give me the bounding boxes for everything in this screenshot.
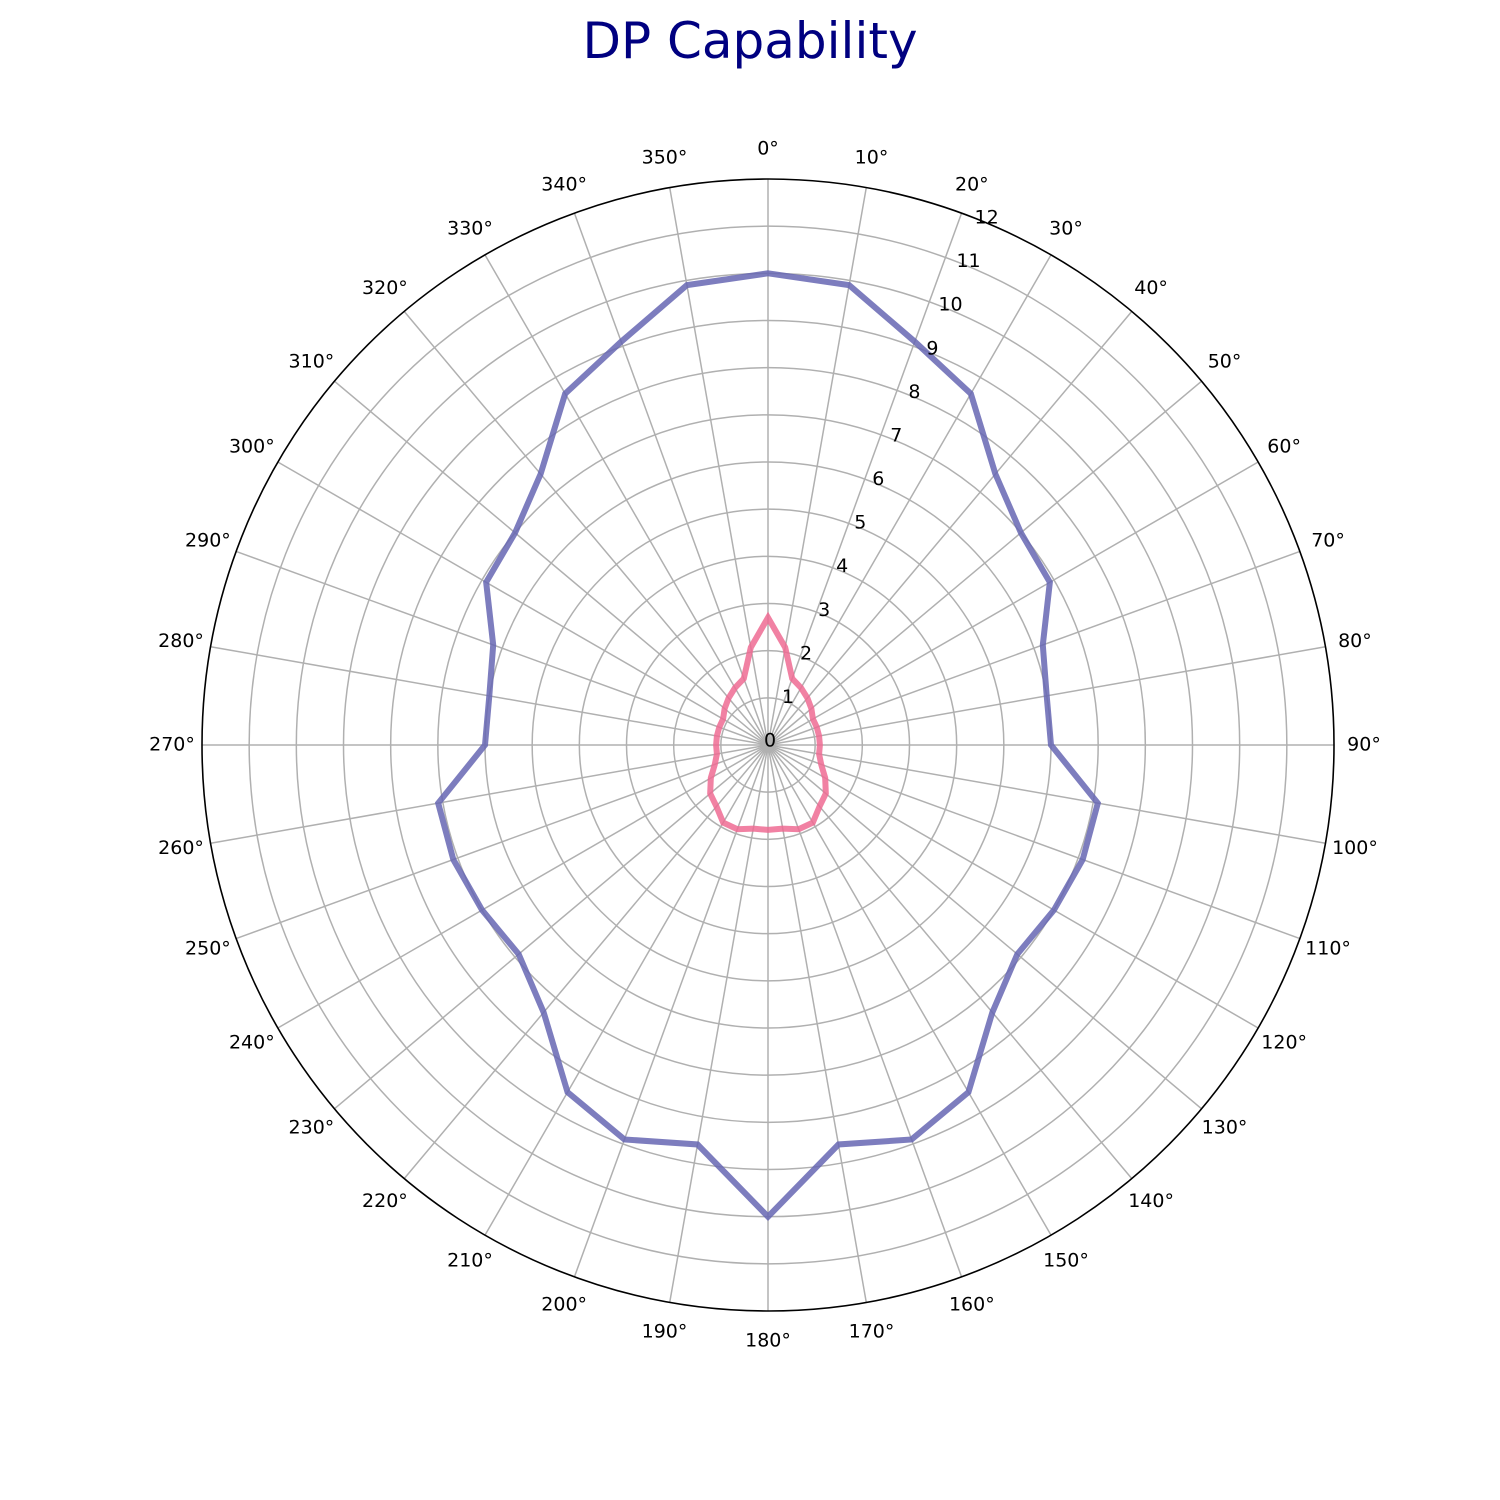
theta-tick-label: 40° [1134,277,1168,299]
r-tick-label: 2 [800,642,812,664]
theta-tick-label: 130° [1202,1117,1248,1139]
theta-tick-label: 260° [158,837,204,859]
series-line-1 [434,270,1102,1221]
theta-tick-label: 0° [757,138,779,160]
r-tick-label: 8 [908,381,920,403]
r-gridline [437,414,1099,1076]
theta-tick-label: 10° [855,147,889,169]
theta-tick-label: 60° [1267,436,1301,458]
theta-tick-label: 200° [541,1294,587,1316]
r-tick-label: 3 [818,599,830,621]
theta-tick-label: 160° [949,1294,995,1316]
theta-tick-label: 330° [447,217,493,239]
r-gridline [720,697,816,793]
r-gridline [389,366,1147,1124]
r-gridline [625,602,911,888]
r-tick-label: 11 [956,250,980,272]
theta-tick-label: 350° [642,147,688,169]
theta-tick-label: 320° [362,277,408,299]
theta-tick-label: 290° [185,530,231,552]
theta-tick-label: 220° [362,1190,408,1212]
r-tick-label: 7 [890,424,902,446]
r-tick-label: 0 [764,730,776,752]
theta-tick-label: 180° [745,1330,791,1352]
theta-tick-label: 90° [1347,734,1381,756]
r-gridline [342,319,1194,1171]
r-gridline [248,225,1288,1265]
polar-frame [201,178,1335,1312]
theta-tick-label: 150° [1043,1250,1089,1272]
theta-tick-label: 190° [642,1320,688,1342]
r-tick-label: 6 [872,468,884,490]
theta-tick-label: 270° [149,734,195,756]
theta-tick-label: 310° [289,350,335,372]
theta-tick-label: 120° [1261,1032,1307,1054]
r-tick-label: 5 [854,512,866,534]
r-tick-label: 9 [926,337,938,359]
theta-tick-label: 70° [1311,530,1345,552]
theta-tick-label: 230° [289,1117,335,1139]
r-tick-label: 12 [975,207,999,229]
theta-tick-label: 20° [955,173,989,195]
r-tick-label: 10 [938,294,962,316]
series-line-2 [707,611,829,833]
theta-tick-label: 100° [1332,837,1378,859]
theta-tick-label: 50° [1208,350,1242,372]
theta-tick-label: 300° [229,436,275,458]
r-tick-label: 4 [836,555,848,577]
r-gridline [672,649,864,841]
angular-tick-labels: 0° 10°20°30°40°50°60°70°80°90°100°110°120… [149,138,1381,1352]
theta-tick-label: 340° [541,173,587,195]
theta-tick-label: 30° [1049,217,1083,239]
r-gridline [531,508,1005,982]
r-tick-label: 1 [782,686,794,708]
theta-tick-label: 170° [849,1320,895,1342]
theta-tick-label: 280° [158,630,204,652]
chart-title: DP Capability [582,12,918,70]
theta-tick-label: 80° [1338,630,1372,652]
series-layer [434,270,1102,1221]
theta-tick-label: 110° [1305,937,1351,959]
theta-tick-label: 140° [1128,1190,1174,1212]
theta-tick-label: 210° [447,1250,493,1272]
r-gridline [578,555,958,935]
theta-tick-label: 240° [229,1032,275,1054]
theta-tick-label: 250° [185,937,231,959]
